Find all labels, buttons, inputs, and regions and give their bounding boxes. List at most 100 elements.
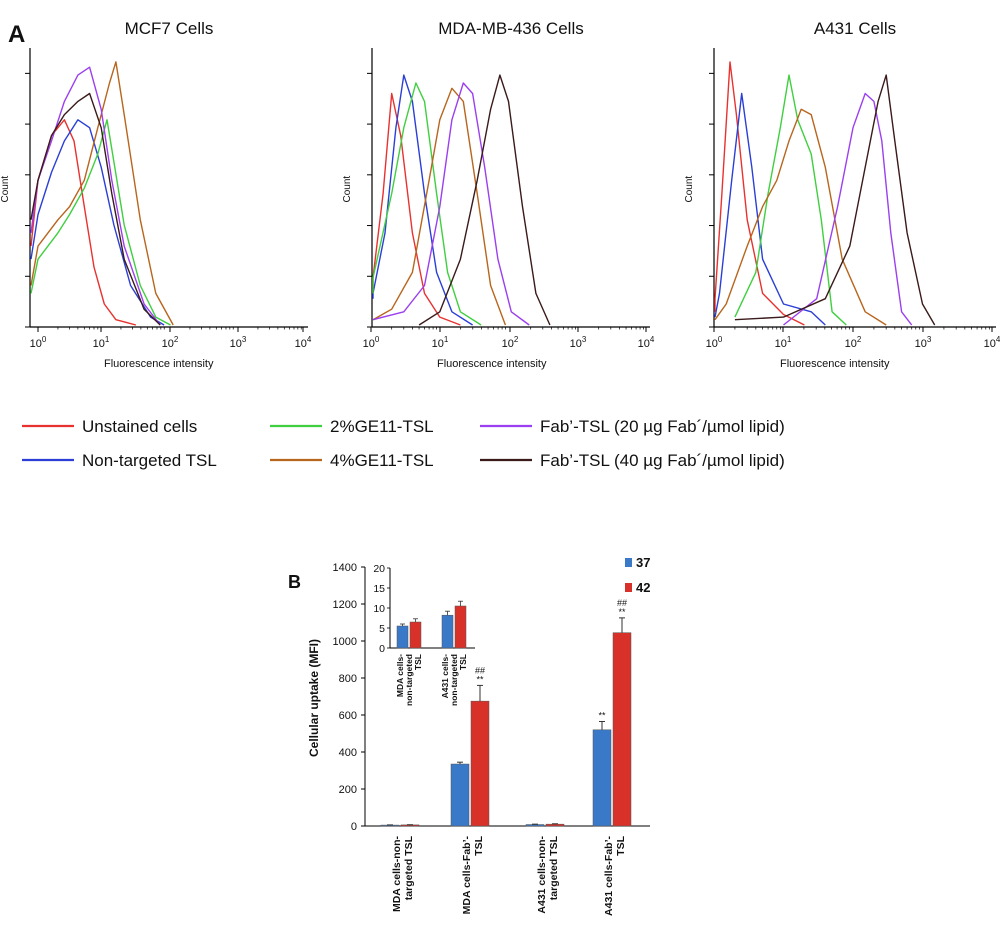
- x-tick-base: 10: [93, 338, 105, 350]
- x-tick-base: 10: [230, 338, 242, 350]
- legend-label: Fab’-TSL (40 µg Fab´/µmol lipid): [540, 451, 785, 470]
- panel-a-label: A: [8, 21, 25, 48]
- y-tick-label: 400: [339, 747, 357, 759]
- histogram-line: [372, 87, 507, 326]
- histogram-line: [734, 74, 847, 326]
- inset-bar: [396, 625, 409, 649]
- legend-label: 4%GE11-TSL: [330, 451, 434, 470]
- inset-y-tick-label: 10: [373, 603, 385, 615]
- histogram-line: [372, 74, 473, 326]
- histogram-line: [30, 66, 161, 326]
- x-tick-label: 103: [230, 335, 247, 350]
- histogram-line: [372, 92, 461, 326]
- x-tick-label: 103: [915, 335, 932, 350]
- inset-y-tick-label: 0: [379, 643, 385, 655]
- bar: [545, 823, 565, 827]
- x-category-label-line: targeted TSL: [548, 835, 560, 900]
- x-axis-label: Fluorescence intensity: [780, 358, 890, 370]
- x-axis-label: Fluorescence intensity: [437, 358, 547, 370]
- x-tick-base: 10: [638, 338, 650, 350]
- x-tick-exponent: 3: [242, 335, 247, 344]
- x-tick-exponent: 3: [582, 335, 587, 344]
- histogram-line: [783, 92, 913, 326]
- histogram-line: [30, 119, 171, 326]
- legend-item: Fab’-TSL (20 µg Fab´/µmol lipid): [480, 417, 785, 436]
- legend-label: Unstained cells: [82, 417, 197, 436]
- x-tick-label: 101: [432, 335, 449, 350]
- x-category-label-line: A431 cells-Fab’-: [603, 836, 615, 916]
- x-category-label-line: A431 cells-non-: [536, 835, 548, 913]
- y-tick-label: 1200: [333, 599, 357, 611]
- inset-bar: [454, 605, 467, 649]
- x-tick-base: 10: [570, 338, 582, 350]
- x-tick-base: 10: [845, 338, 857, 350]
- histogram-line: [418, 74, 551, 326]
- legend-item: Fab’-TSL (40 µg Fab´/µmol lipid): [480, 451, 785, 470]
- inset-category-label-line: TSL: [458, 654, 468, 670]
- x-tick-base: 10: [162, 338, 174, 350]
- inset-category-label: MDA cells-non-targetedTSL: [395, 654, 423, 706]
- x-tick-label: 101: [93, 335, 110, 350]
- inset-y-tick-label: 5: [379, 623, 385, 635]
- x-tick-base: 10: [706, 338, 718, 350]
- legend-label: 2%GE11-TSL: [330, 417, 434, 436]
- y-tick-label: 600: [339, 710, 357, 722]
- x-tick-exponent: 4: [996, 335, 1000, 344]
- histogram-line: [372, 82, 530, 326]
- x-tick-exponent: 1: [787, 335, 792, 344]
- x-tick-label: 104: [984, 335, 1000, 350]
- inset-category-label-line: non-targeted: [404, 654, 414, 706]
- significance-marker: **: [618, 607, 626, 617]
- legend-label: Fab’-TSL (20 µg Fab´/µmol lipid): [540, 417, 785, 436]
- x-tick-exponent: 3: [927, 335, 932, 344]
- x-tick-exponent: 2: [174, 335, 179, 344]
- x-tick-base: 10: [915, 338, 927, 350]
- histogram-line: [734, 74, 936, 326]
- x-tick-exponent: 2: [857, 335, 862, 344]
- x-tick-base: 10: [295, 338, 307, 350]
- x-category-label-line: TSL: [615, 835, 627, 855]
- x-category-label: A431 cells-Fab’-TSL: [603, 835, 627, 916]
- histogram-line: [372, 82, 482, 326]
- legend-item: 4%GE11-TSL: [270, 451, 434, 470]
- significance-marker: **: [476, 674, 484, 684]
- x-tick-exponent: 0: [718, 335, 723, 344]
- histogram-line: [30, 92, 161, 326]
- x-tick-base: 10: [775, 338, 787, 350]
- x-tick-label: 100: [706, 335, 723, 350]
- y-tick-label: 1000: [333, 636, 357, 648]
- x-tick-label: 103: [570, 335, 587, 350]
- inset-bar: [441, 614, 454, 649]
- x-tick-exponent: 4: [307, 335, 312, 344]
- x-tick-label: 100: [30, 335, 47, 350]
- bar: [450, 763, 470, 827]
- inset-category-label-line: MDA cells-: [395, 654, 405, 697]
- significance-marker: ##: [475, 665, 485, 675]
- x-tick-exponent: 4: [650, 335, 655, 344]
- x-tick-base: 10: [30, 338, 42, 350]
- inset-category-label: A431 cells-non-targetedTSL: [440, 654, 468, 706]
- x-category-label: MDA cells-Fab’-TSL: [461, 835, 485, 914]
- bar: [525, 824, 545, 827]
- legend-item: Non-targeted TSL: [22, 451, 217, 470]
- y-tick-label: 800: [339, 673, 357, 685]
- legend: Unstained cells Non-targeted TSL 2%GE11-TS…: [22, 417, 785, 470]
- x-tick-label: 104: [295, 335, 312, 350]
- inset-category-label-line: non-targeted: [449, 654, 459, 706]
- panel-b-label: B: [288, 572, 301, 592]
- bar: [470, 700, 490, 827]
- x-axis-label: Fluorescence intensity: [104, 358, 214, 370]
- legend-item: 2%GE11-TSL: [270, 417, 434, 436]
- inset-bar: [409, 621, 422, 649]
- x-tick-base: 10: [502, 338, 514, 350]
- x-tick-label: 102: [502, 335, 519, 350]
- panel-title: MCF7 Cells: [125, 19, 214, 38]
- x-category-label: A431 cells-non-targeted TSL: [536, 835, 560, 913]
- inset-category-label-line: A431 cells-: [440, 654, 450, 699]
- x-tick-base: 10: [984, 338, 996, 350]
- x-category-label: MDA cells-non-targeted TSL: [391, 835, 415, 912]
- x-tick-exponent: 0: [375, 335, 380, 344]
